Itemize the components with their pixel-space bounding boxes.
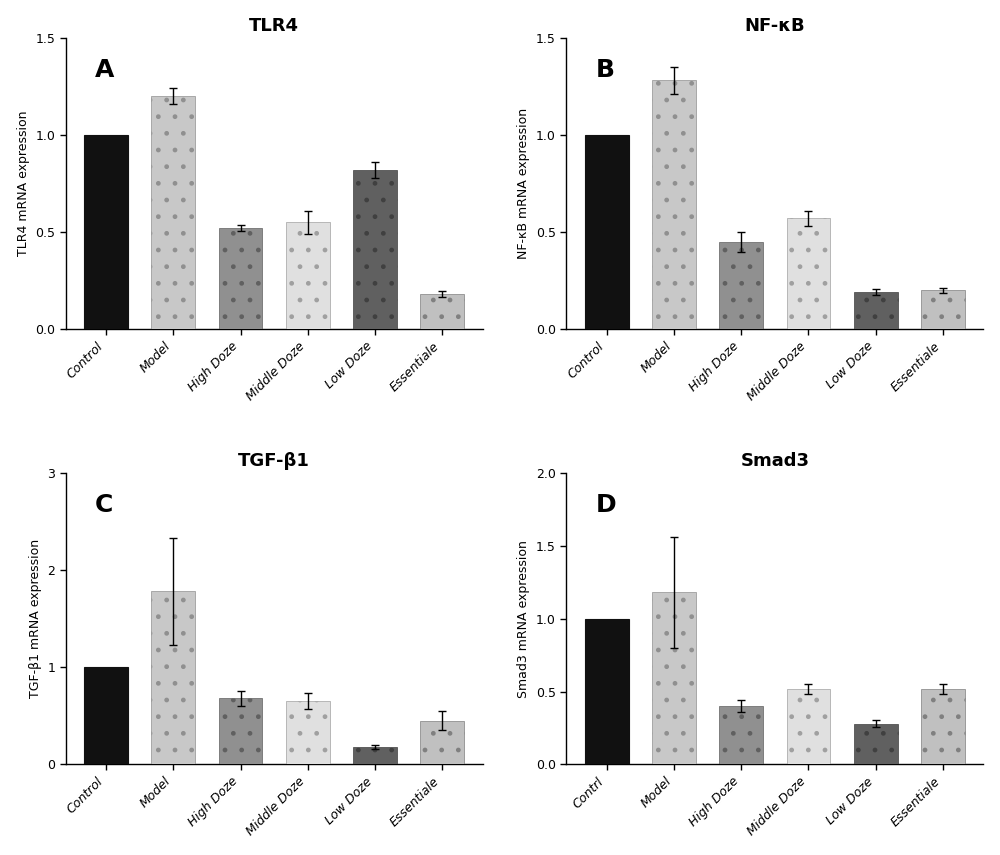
Bar <box>585 135 629 329</box>
Bar <box>921 688 965 764</box>
Bar <box>84 667 128 764</box>
Bar <box>719 242 763 329</box>
Bar <box>652 80 696 329</box>
Title: NF-κB: NF-κB <box>745 16 805 35</box>
Bar <box>420 721 464 764</box>
Text: A: A <box>95 58 114 82</box>
Text: D: D <box>596 493 616 517</box>
Bar <box>854 292 898 329</box>
Bar <box>787 688 830 764</box>
Bar <box>585 619 629 764</box>
Y-axis label: TGF-β1 mRNA expression: TGF-β1 mRNA expression <box>29 539 42 699</box>
Bar <box>854 723 898 764</box>
Title: TLR4: TLR4 <box>249 16 299 35</box>
Bar <box>652 593 696 764</box>
Bar <box>151 592 195 764</box>
Bar <box>151 96 195 329</box>
Title: TGF-β1: TGF-β1 <box>238 451 310 469</box>
Bar <box>286 701 330 764</box>
Bar <box>719 706 763 764</box>
Bar <box>787 219 830 329</box>
Bar <box>219 228 262 329</box>
Bar <box>420 294 464 329</box>
Y-axis label: Smad3 mRNA expression: Smad3 mRNA expression <box>517 540 530 698</box>
Y-axis label: NF-κB mRNA expression: NF-κB mRNA expression <box>517 108 530 259</box>
Bar <box>353 170 397 329</box>
Bar <box>353 747 397 764</box>
Bar <box>286 222 330 329</box>
Y-axis label: TLR4 mRNA expression: TLR4 mRNA expression <box>17 110 30 256</box>
Title: Smad3: Smad3 <box>740 451 809 469</box>
Bar <box>84 135 128 329</box>
Bar <box>921 291 965 329</box>
Text: C: C <box>95 493 113 517</box>
Bar <box>219 699 262 764</box>
Text: B: B <box>596 58 615 82</box>
